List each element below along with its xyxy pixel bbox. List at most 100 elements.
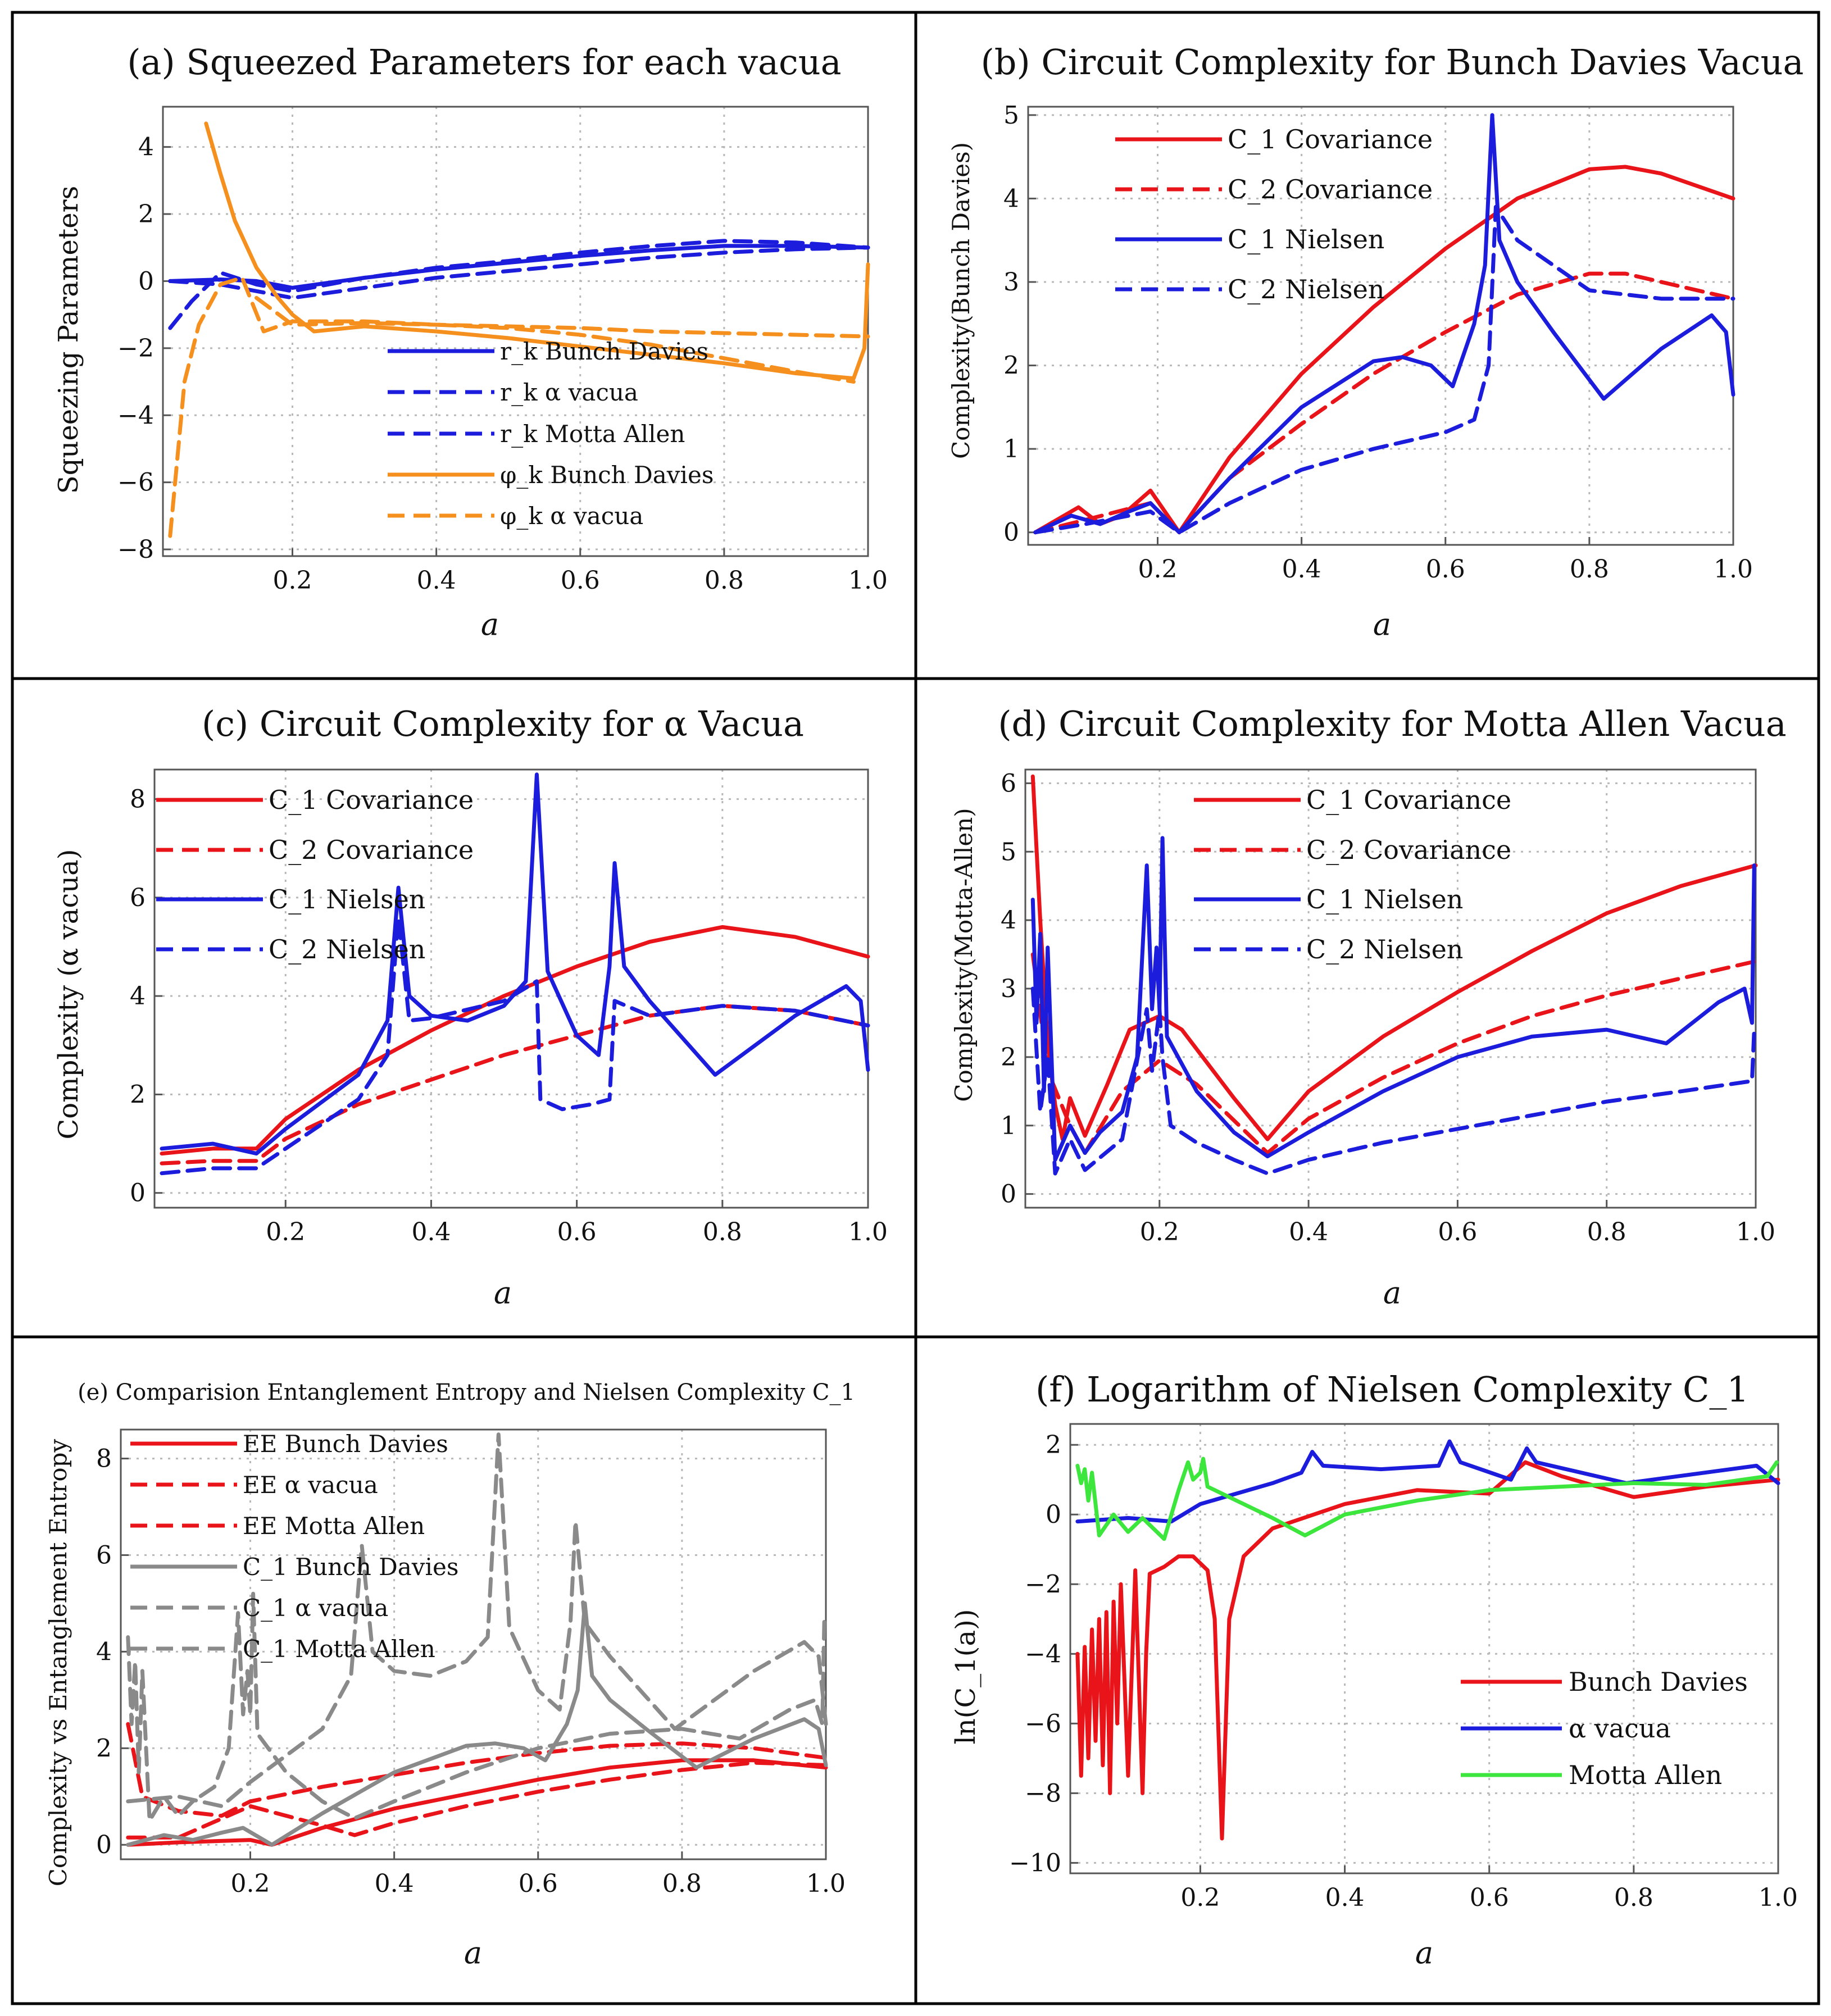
legend-c-label-3: C_2 Nielsen (269, 934, 425, 964)
series-f-2 (1075, 1457, 1779, 1541)
y-tick-label-3: −4 (1025, 1640, 1061, 1668)
series-a-4 (168, 276, 856, 538)
legend-f-label-2: Motta Allen (1569, 1760, 1722, 1790)
panel-d-plot: 0.2 0.4 0.6 0.8 1.0 0 1 2 3 4 5 6 (1001, 768, 1775, 1246)
legend-d-label-2: C_1 Nielsen (1306, 884, 1463, 914)
panel-b-legend: C_1 Covariance C_2 Covariance C_1 Nielse… (1115, 124, 1433, 304)
panel-f-legend: Bunch Davies α vacua Motta Allen (1461, 1667, 1748, 1790)
x-tick-label-2: 0.6 (519, 1869, 558, 1898)
series-e-5 (126, 1591, 826, 1823)
y-tick-label-4: 4 (1001, 906, 1016, 935)
x-tick-label-4: 1.0 (806, 1869, 846, 1898)
panel-a-legend: r_k Bunch Davies r_k α vacua r_k Motta A… (388, 338, 714, 530)
x-tick-label-2: 0.6 (1438, 1218, 1477, 1246)
x-tick-label-1: 0.4 (1289, 1218, 1328, 1246)
series-b-0 (1033, 165, 1735, 535)
y-tick-label-4: 8 (130, 785, 146, 814)
x-tick-label-4: 1.0 (1714, 555, 1753, 584)
series-b-1 (1033, 271, 1735, 535)
x-tick-label-1: 0.4 (411, 1218, 451, 1246)
x-tick-label-1: 0.4 (1325, 1883, 1365, 1912)
series-e-4 (126, 1432, 828, 1808)
panel-c-legend: C_1 Covariance C_2 Covariance C_1 Nielse… (156, 785, 474, 964)
panel-d-legend: C_1 Covariance C_2 Covariance C_1 Nielse… (1194, 785, 1511, 964)
x-tick-label-0: 0.2 (1138, 555, 1178, 584)
series-f-0 (1075, 1460, 1780, 1841)
panel-f: (f) Logarithm of Nielsen Complexity C_1 … (950, 1369, 1798, 1971)
panel-a-ylabel: Squeezing Parameters (53, 186, 84, 494)
panel-e: (e) Comparision Entanglement Entropy and… (44, 1380, 855, 1971)
y-tick-label-3: 6 (130, 884, 146, 912)
legend-e-label-5: C_1 Motta Allen (243, 1635, 435, 1663)
y-tick-label-3: 6 (96, 1541, 112, 1569)
y-tick-label-1: −8 (1025, 1779, 1061, 1808)
x-tick-label-3: 0.8 (705, 566, 744, 595)
x-tick-label-1: 0.4 (1282, 555, 1321, 584)
y-tick-label-3: −2 (117, 334, 154, 363)
x-tick-label-3: 0.8 (1587, 1218, 1626, 1246)
y-tick-label-2: 4 (96, 1637, 112, 1666)
y-tick-label-5: 0 (1046, 1500, 1061, 1529)
panel-a-plot: 0.2 0.4 0.6 0.8 1.0 −8 −6 −4 −2 0 2 4 (117, 106, 888, 595)
legend-a-label-2: r_k Motta Allen (500, 420, 685, 448)
y-tick-label-3: 3 (1003, 268, 1019, 297)
series-e-1 (126, 1722, 828, 1818)
panel-d-xlabel: a (1383, 1275, 1401, 1310)
legend-f-label-1: α vacua (1569, 1713, 1671, 1744)
panel-a-title: (a) Squeezed Parameters for each vacua (127, 42, 841, 83)
series-c-0 (160, 925, 870, 1156)
plot-frame (153, 768, 869, 1209)
panel-e-title: (e) Comparision Entanglement Entropy and… (78, 1380, 855, 1405)
y-tick-label-2: 4 (130, 982, 146, 1011)
plot-frame (120, 1428, 827, 1860)
y-tick-label-0: −10 (1009, 1849, 1061, 1877)
y-tick-label-0: 0 (130, 1179, 146, 1208)
y-tick-label-6: 6 (1001, 769, 1016, 798)
y-tick-label-5: 5 (1003, 101, 1019, 130)
plot-frame (1069, 1423, 1779, 1874)
x-tick-label-1: 0.4 (417, 566, 456, 595)
y-tick-label-1: 1 (1001, 1112, 1016, 1140)
x-tick-label-0: 0.2 (231, 1869, 270, 1898)
plot-frame (1027, 106, 1734, 546)
panel-c-xlabel: a (494, 1275, 512, 1310)
panel-b-plot: 0.2 0.4 0.6 0.8 1.0 0 1 2 3 4 5 (1003, 101, 1753, 584)
panel-c-title: (c) Circuit Complexity for α Vacua (202, 703, 804, 744)
y-tick-label-1: 2 (96, 1734, 112, 1763)
x-tick-label-1: 0.4 (375, 1869, 414, 1898)
x-tick-label-0: 0.2 (266, 1218, 305, 1246)
panel-d: (d) Circuit Complexity for Motta Allen V… (950, 703, 1787, 1310)
legend-e-label-2: EE Motta Allen (243, 1512, 425, 1540)
legend-e-label-4: C_1 α vacua (243, 1594, 388, 1622)
panel-f-title: (f) Logarithm of Nielsen Complexity C_1 (1035, 1369, 1749, 1410)
panel-d-title: (d) Circuit Complexity for Motta Allen V… (998, 703, 1786, 744)
panel-b-title: (b) Circuit Complexity for Bunch Davies … (981, 42, 1804, 83)
legend-b-label-0: C_1 Covariance (1228, 124, 1433, 154)
series-b-3 (1033, 204, 1735, 535)
series-b-2 (1033, 113, 1735, 535)
legend-b-label-1: C_2 Covariance (1228, 174, 1433, 204)
legend-a-label-4: φ_k α vacua (500, 502, 643, 530)
panel-c-ylabel: Complexity (α vacua) (53, 849, 84, 1140)
legend-c-label-0: C_1 Covariance (269, 785, 474, 815)
series-f-1 (1075, 1439, 1780, 1524)
legend-f-label-0: Bunch Davies (1569, 1667, 1748, 1697)
panel-e-legend: EE Bunch Davies EE α vacua EE Motta Alle… (130, 1430, 458, 1663)
legend-a-label-0: r_k Bunch Davies (500, 338, 708, 365)
panel-c-plot: 0.2 0.4 0.6 0.8 1.0 0 2 4 6 8 (130, 768, 888, 1246)
series-e-0 (126, 1758, 828, 1847)
series-a-2 (168, 245, 870, 300)
y-tick-label-2: −6 (1025, 1709, 1061, 1738)
legend-b-label-2: C_1 Nielsen (1228, 224, 1384, 254)
legend-d-label-1: C_2 Covariance (1306, 835, 1511, 865)
legend-e-label-3: C_1 Bunch Davies (243, 1553, 458, 1581)
panel-e-plot: 0.2 0.4 0.6 0.8 1.0 0 2 4 6 8 (96, 1428, 846, 1898)
x-tick-label-2: 0.6 (1470, 1883, 1509, 1912)
x-tick-label-3: 0.8 (662, 1869, 702, 1898)
legend-e-label-1: EE α vacua (243, 1471, 378, 1499)
x-tick-label-0: 0.2 (1140, 1218, 1179, 1246)
panel-c: (c) Circuit Complexity for α Vacua Compl… (53, 703, 888, 1310)
y-tick-label-6: 4 (138, 133, 154, 162)
panel-b-ylabel: Complexity(Bunch Davies) (947, 142, 975, 459)
y-tick-label-5: 2 (138, 200, 154, 229)
